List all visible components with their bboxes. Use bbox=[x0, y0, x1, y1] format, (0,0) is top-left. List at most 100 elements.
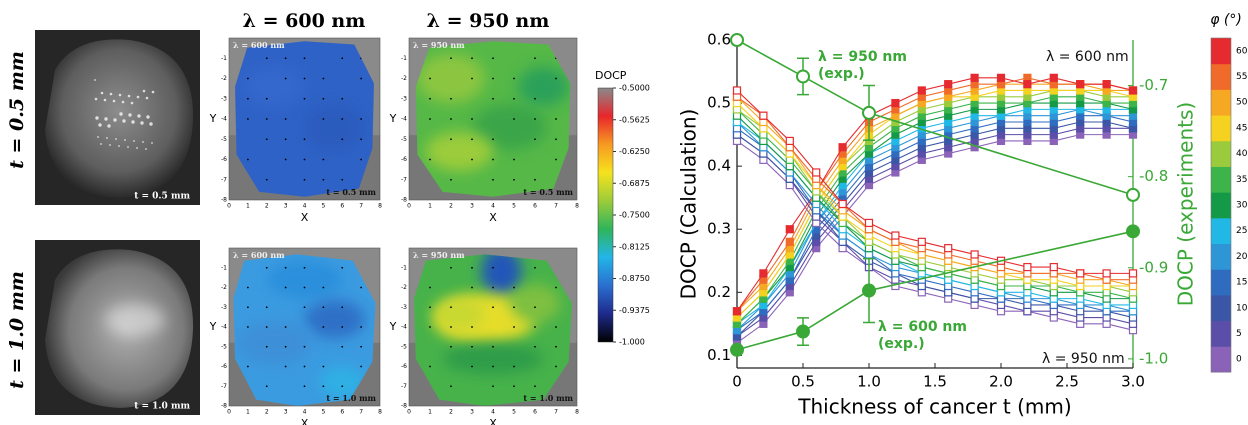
x-tick-label: 0 bbox=[732, 373, 742, 391]
map-x-tick-label: 0 bbox=[227, 409, 231, 416]
docp-map: 0 1 2 3 4 5 6 7 8 -1 -2 -3 -4 -5 -6 -7 -8 X Yλ = 950 nm t =… bbox=[389, 247, 579, 425]
map-x-tick-label: 5 bbox=[512, 203, 516, 210]
docp-map: 0 1 2 3 4 5 6 7 8 -1 -2 -3 -4 -5 -6 -7 -8 X Yλ = 600 nm t =… bbox=[209, 37, 382, 224]
sample-dot bbox=[429, 286, 431, 289]
data-point bbox=[996, 73, 1006, 82]
phi-colorbar-segment bbox=[1211, 140, 1231, 167]
map-x-tick-label: 0 bbox=[227, 203, 231, 210]
phi-tick-label: 5 bbox=[1236, 329, 1242, 339]
phi-colorbar-segment bbox=[1211, 294, 1231, 322]
speckle bbox=[142, 89, 146, 93]
map-x-tick-label: 0 bbox=[407, 203, 411, 210]
map-frame bbox=[228, 247, 381, 407]
map-y-tick-label: -2 bbox=[401, 75, 407, 82]
sample-dot bbox=[429, 306, 431, 309]
map-y-tick-label: -7 bbox=[221, 383, 227, 390]
sample-dot bbox=[471, 365, 473, 368]
map-region bbox=[509, 284, 561, 323]
y2-tick-label: -1.0 bbox=[1139, 349, 1168, 367]
map-x-tick-label: 8 bbox=[575, 409, 579, 416]
sample-dot bbox=[471, 138, 473, 141]
speckle bbox=[128, 113, 132, 117]
sample-dot bbox=[284, 77, 287, 80]
sample-dot bbox=[284, 266, 287, 269]
colorbar-tick-label: -0.6875 bbox=[619, 179, 650, 188]
speckle bbox=[112, 99, 116, 103]
sample-dot bbox=[492, 266, 494, 269]
phi-colorbar-title: φ (°) bbox=[1210, 12, 1242, 28]
y-axis-label: DOCP (Calculation) bbox=[677, 109, 701, 300]
series bbox=[732, 130, 1138, 347]
sample-dot bbox=[513, 306, 515, 309]
phi-colorbar-segment bbox=[1211, 192, 1231, 219]
sample-dot bbox=[322, 77, 325, 80]
map-x-tick-label: 8 bbox=[575, 203, 579, 210]
sample-dot bbox=[360, 158, 363, 161]
sample-dot bbox=[471, 286, 473, 289]
colorbar-tick-label: -0.5000 bbox=[619, 84, 650, 93]
colorbar-tick-label: -0.9375 bbox=[619, 306, 650, 315]
series bbox=[732, 73, 1138, 316]
series-line bbox=[736, 77, 1134, 312]
map-y-tick-label: -1 bbox=[401, 55, 407, 62]
speckle bbox=[127, 146, 129, 148]
map-x-tick-label: 3 bbox=[284, 409, 288, 416]
annotation: λ = 600 nm bbox=[878, 319, 967, 335]
map-x-tick-label: 6 bbox=[340, 203, 344, 210]
series-line bbox=[736, 127, 1133, 312]
sample-dot bbox=[534, 385, 536, 388]
map-x-tick-label: 0 bbox=[407, 409, 411, 416]
map-x-label: X bbox=[301, 211, 309, 224]
series-line bbox=[736, 140, 1134, 331]
series-line bbox=[736, 115, 1134, 331]
x-tick-label: 2.0 bbox=[989, 373, 1013, 391]
data-point bbox=[759, 111, 768, 120]
speckle bbox=[151, 90, 155, 94]
data-point bbox=[944, 244, 953, 253]
data-point bbox=[1102, 269, 1111, 278]
tissue-photo: t = 0.5 mm bbox=[35, 30, 200, 205]
map-region bbox=[244, 67, 305, 107]
column-label: λ = 600 nm bbox=[243, 10, 366, 32]
sample-dot bbox=[246, 158, 249, 161]
phi-tick-label: 30 bbox=[1236, 201, 1248, 211]
series bbox=[732, 92, 1138, 328]
phi-colorbar-segment bbox=[1211, 63, 1231, 90]
map-wavelength: λ = 950 nm bbox=[413, 250, 465, 260]
speckle bbox=[136, 147, 138, 149]
map-region bbox=[425, 131, 493, 171]
sample-dot bbox=[513, 77, 515, 80]
annotation: (exp.) bbox=[878, 336, 925, 352]
map-x-label: X bbox=[301, 417, 309, 425]
speckle bbox=[118, 93, 122, 97]
sample-dot bbox=[284, 57, 287, 60]
map-y-tick-label: -8 bbox=[221, 403, 227, 410]
phi-colorbar-segment bbox=[1211, 38, 1231, 65]
map-frame bbox=[408, 247, 578, 407]
y-tick-label: 0.4 bbox=[707, 157, 731, 175]
sample-dot bbox=[513, 178, 515, 181]
map-x-tick-label: 4 bbox=[303, 409, 307, 416]
series-line bbox=[736, 108, 1134, 300]
data-point bbox=[838, 143, 847, 152]
series bbox=[732, 105, 1138, 335]
sample-dot bbox=[284, 286, 287, 289]
series-line bbox=[736, 96, 1133, 325]
map-region bbox=[481, 254, 522, 297]
map-field bbox=[415, 41, 571, 197]
sample-dot bbox=[341, 118, 344, 120]
speckle bbox=[100, 143, 102, 145]
speckle bbox=[145, 96, 149, 100]
map-thickness: t = 1.0 mm bbox=[523, 393, 573, 403]
series bbox=[732, 86, 1138, 278]
sample-dot bbox=[429, 158, 431, 161]
docp-colorbar-title: DOCP bbox=[595, 69, 627, 82]
sample-dot bbox=[341, 345, 344, 348]
map-x-tick-label: 1 bbox=[246, 203, 250, 210]
sample-dot bbox=[450, 57, 452, 60]
map-region bbox=[319, 366, 365, 399]
phi-tick-label: 0 bbox=[1236, 355, 1242, 365]
series-line bbox=[736, 121, 1134, 337]
sample-dot bbox=[322, 158, 325, 161]
sample-dot bbox=[492, 385, 494, 388]
